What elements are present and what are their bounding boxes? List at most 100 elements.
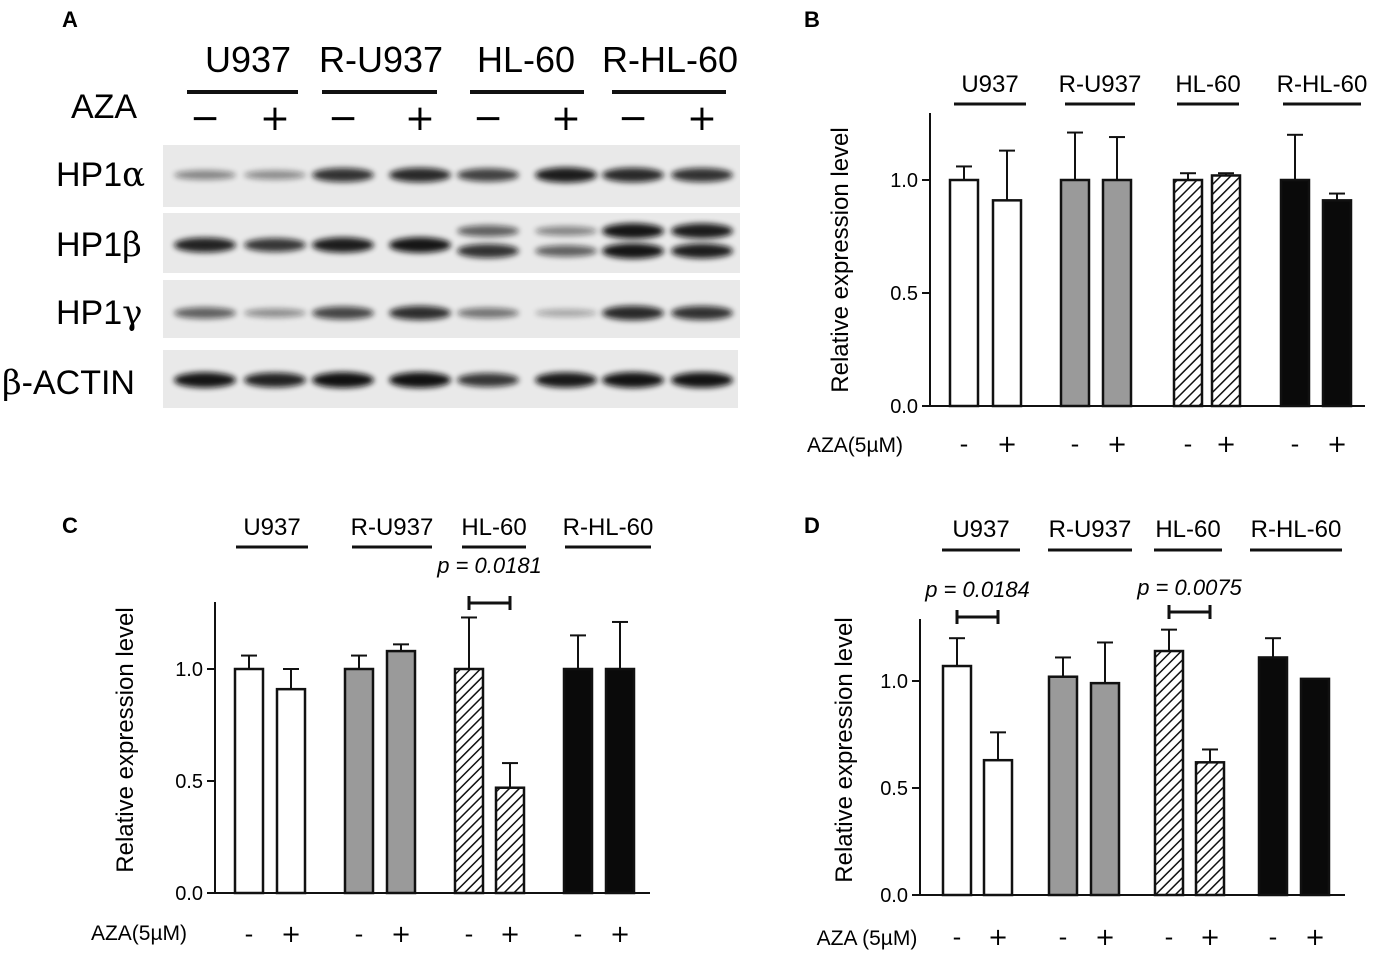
bar: [453, 667, 485, 895]
blot-band: [535, 372, 597, 388]
group-label: U937: [952, 516, 1009, 543]
treatment-sign: -: [1291, 430, 1300, 458]
bar: [275, 687, 307, 895]
bar: [343, 667, 375, 895]
treatment-label: AZA (5µM): [817, 927, 918, 950]
blot-row-greek: β: [2, 363, 22, 403]
blot-band: [457, 225, 519, 237]
treatment-sign: +: [1216, 430, 1236, 458]
blot-row-label: HP1γ: [56, 293, 142, 333]
blot-row-greek: α: [122, 155, 145, 195]
blot-sign: +: [405, 98, 435, 139]
blot-band: [535, 309, 597, 317]
blot-band: [457, 307, 519, 319]
treatment-sign: +: [610, 920, 630, 948]
bar: [562, 667, 594, 895]
blot-sign: +: [551, 98, 581, 139]
blot-sign: +: [260, 98, 290, 139]
blot-band: [671, 243, 733, 259]
blot-row-label: HP1β: [56, 225, 142, 265]
bar: [1210, 174, 1242, 408]
blot-band: [389, 305, 451, 321]
y-tick-label: 1.0: [880, 671, 908, 693]
y-axis-label: Relative expression level: [827, 127, 854, 392]
group-label: HL-60: [1175, 71, 1240, 98]
y-tick-label: 0.5: [175, 771, 203, 793]
treatment-sign: -: [1165, 923, 1174, 951]
blot-band: [671, 168, 733, 182]
blot-row-base: -ACTIN: [22, 364, 135, 402]
treatment-sign: +: [1095, 923, 1115, 951]
blot-band: [312, 237, 374, 253]
blot-sign: −: [618, 98, 648, 139]
blot-band: [244, 372, 306, 388]
blot-row-greek: γ: [122, 293, 142, 333]
panel-letter-b: B: [804, 7, 820, 32]
group-label: R-U937: [1059, 71, 1142, 98]
y-tick-label: 0.0: [890, 396, 918, 418]
treatment-sign: +: [500, 920, 520, 948]
blot-group-label: R-U937: [319, 39, 443, 80]
p-value-label: p = 0.0181: [436, 553, 542, 578]
bar: [941, 664, 973, 897]
bar: [991, 199, 1023, 408]
bar: [1172, 178, 1204, 408]
bar: [233, 667, 265, 895]
panel-letter-d: D: [804, 513, 820, 538]
bar: [494, 786, 526, 895]
treatment-sign: -: [465, 920, 474, 948]
group-label: R-U937: [351, 514, 434, 541]
y-tick-label: 0.0: [880, 885, 908, 907]
y-tick-label: 0.5: [880, 778, 908, 800]
treatment-sign: +: [391, 920, 411, 948]
blot-band: [602, 243, 664, 259]
blot-row-base: HP1: [56, 294, 122, 332]
group-label: U937: [961, 71, 1018, 98]
blot-band: [535, 226, 597, 236]
bar: [982, 758, 1014, 897]
bar: [1257, 656, 1289, 897]
blot-row-greek: β: [122, 225, 142, 265]
treatment-sign: -: [1184, 430, 1193, 458]
treatment-sign: +: [1107, 430, 1127, 458]
blot-band: [602, 372, 664, 388]
bar: [1089, 681, 1121, 897]
bar: [1299, 677, 1331, 897]
treatment-label: AZA(5µM): [807, 434, 903, 457]
bar: [948, 178, 980, 408]
bar: [1194, 761, 1226, 897]
group-label: R-HL-60: [563, 514, 654, 541]
blot-band: [244, 170, 306, 180]
blot-band: [602, 223, 664, 239]
blot-band: [671, 223, 733, 239]
treatment-label: AZA(5µM): [91, 922, 187, 945]
blot-band: [535, 245, 597, 257]
bar: [1153, 649, 1185, 897]
blot-group-label: HL-60: [477, 39, 575, 80]
treatment-sign: +: [1327, 430, 1347, 458]
y-tick-label: 1.0: [890, 170, 918, 192]
blot-band: [457, 373, 519, 387]
blot-band: [244, 238, 306, 252]
group-label: R-HL-60: [1277, 71, 1368, 98]
blot-band: [671, 306, 733, 320]
treatment-sign: +: [1305, 923, 1325, 951]
bar: [385, 649, 417, 895]
y-axis-label: Relative expression level: [831, 617, 858, 882]
blot-band: [389, 237, 451, 253]
y-axis-label: Relative expression level: [112, 607, 139, 872]
treatment-sign: +: [1200, 923, 1220, 951]
blot-row-label: β-ACTIN: [2, 363, 135, 403]
bar: [1101, 178, 1133, 408]
p-value-label: p = 0.0184: [924, 577, 1030, 602]
blot-band: [174, 170, 236, 180]
blot-band: [174, 237, 236, 253]
bar: [1047, 675, 1079, 897]
blot-sign: +: [687, 98, 717, 139]
blot-band: [535, 167, 597, 183]
treatment-sign: +: [281, 920, 301, 948]
blot-band: [174, 372, 236, 388]
blot-band: [244, 308, 306, 318]
bar: [1321, 199, 1353, 408]
